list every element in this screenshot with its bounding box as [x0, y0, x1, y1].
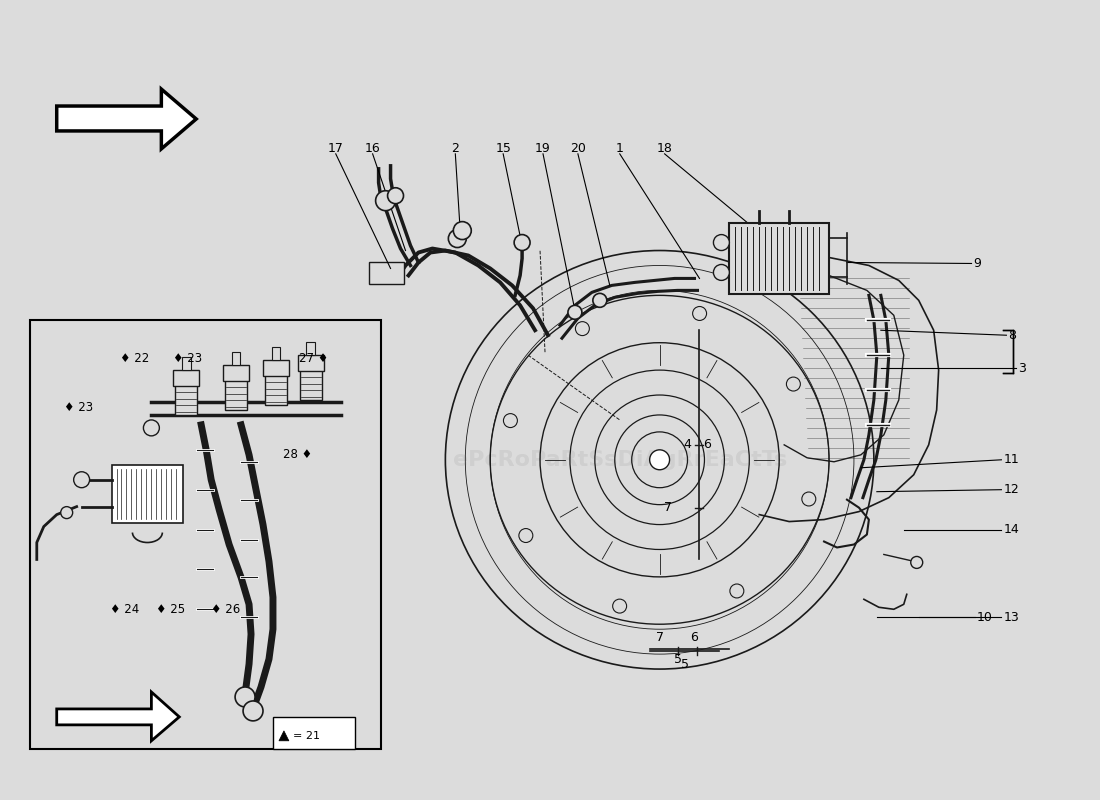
- Bar: [30, 320, 381, 749]
- Text: ♦ 23: ♦ 23: [64, 402, 92, 414]
- Circle shape: [74, 472, 89, 488]
- Text: 28 ♦: 28 ♦: [283, 448, 312, 462]
- Text: = 21: = 21: [293, 731, 320, 741]
- Circle shape: [504, 414, 517, 427]
- Circle shape: [235, 687, 255, 707]
- Circle shape: [143, 420, 160, 436]
- Bar: [223, 366, 250, 381]
- Circle shape: [802, 492, 816, 506]
- Circle shape: [519, 529, 532, 542]
- Text: 6: 6: [691, 630, 698, 644]
- Bar: [300, 370, 322, 400]
- Circle shape: [693, 306, 706, 321]
- Text: 19: 19: [535, 142, 551, 155]
- Bar: [272, 347, 280, 360]
- Text: 4: 4: [683, 438, 692, 451]
- Bar: [368, 262, 404, 285]
- Text: 14: 14: [1003, 523, 1020, 536]
- Text: 17: 17: [328, 142, 343, 155]
- Text: 18: 18: [657, 142, 672, 155]
- Text: ePcRoPaRtSsDiAgRrEaCtTs: ePcRoPaRtSsDiAgRrEaCtTs: [452, 450, 786, 470]
- Text: ♦ 24: ♦ 24: [110, 602, 139, 616]
- Bar: [273, 717, 354, 749]
- Polygon shape: [57, 89, 196, 149]
- Text: 1: 1: [616, 142, 624, 155]
- Text: 15: 15: [495, 142, 512, 155]
- Text: 6: 6: [704, 438, 712, 451]
- Circle shape: [449, 230, 466, 247]
- Text: ♦ 26: ♦ 26: [211, 602, 241, 616]
- Circle shape: [568, 306, 582, 319]
- Circle shape: [453, 222, 471, 239]
- Text: 13: 13: [1003, 610, 1020, 624]
- Text: ♦ 23: ♦ 23: [174, 352, 202, 365]
- Text: ♦ 25: ♦ 25: [156, 602, 186, 616]
- Text: 3: 3: [1019, 362, 1026, 374]
- Polygon shape: [279, 731, 289, 741]
- Bar: [226, 379, 248, 410]
- Circle shape: [514, 234, 530, 250]
- Circle shape: [60, 506, 73, 518]
- Text: 9: 9: [974, 257, 981, 270]
- Text: 5: 5: [673, 653, 682, 666]
- Bar: [173, 370, 199, 386]
- Text: 5: 5: [681, 658, 689, 670]
- Circle shape: [613, 599, 627, 613]
- Circle shape: [593, 294, 607, 307]
- Text: 27 ♦: 27 ♦: [299, 352, 328, 365]
- Circle shape: [911, 557, 923, 569]
- Bar: [265, 374, 287, 406]
- Bar: [263, 360, 289, 376]
- Circle shape: [714, 265, 729, 281]
- Text: 16: 16: [365, 142, 381, 155]
- Bar: [111, 465, 184, 522]
- Circle shape: [575, 322, 590, 335]
- Text: 20: 20: [570, 142, 586, 155]
- Bar: [175, 385, 197, 415]
- Text: ♦ 22: ♦ 22: [120, 352, 148, 365]
- Text: 7: 7: [656, 630, 663, 644]
- Circle shape: [650, 450, 670, 470]
- Text: 7: 7: [663, 501, 672, 514]
- Circle shape: [786, 377, 801, 391]
- Bar: [182, 357, 190, 370]
- Text: 10: 10: [977, 610, 992, 624]
- Circle shape: [730, 584, 744, 598]
- Bar: [232, 352, 241, 366]
- Bar: [307, 342, 316, 355]
- Text: 12: 12: [1003, 483, 1020, 496]
- Circle shape: [387, 188, 404, 204]
- Circle shape: [375, 190, 396, 210]
- Circle shape: [243, 701, 263, 721]
- Bar: [729, 222, 829, 294]
- Text: 11: 11: [1003, 454, 1020, 466]
- Text: 8: 8: [1009, 329, 1016, 342]
- Text: 2: 2: [451, 142, 460, 155]
- Polygon shape: [57, 692, 179, 741]
- Circle shape: [714, 234, 729, 250]
- Bar: [298, 355, 324, 370]
